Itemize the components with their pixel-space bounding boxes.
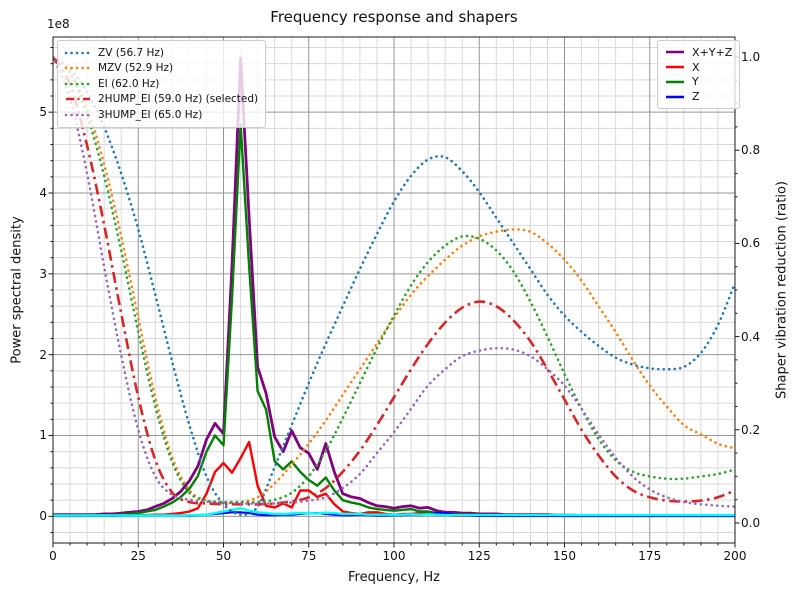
x-tick-label: 200 — [723, 549, 747, 563]
legend-shaper-item: EI (62.0 Hz) — [64, 76, 258, 92]
legend-shaper-item: 3HUMP_EI (65.0 Hz) — [64, 107, 258, 123]
legend-shaper-label: EI (62.0 Hz) — [98, 77, 160, 90]
x-tick-label: 50 — [215, 549, 232, 563]
y-axis-label-right: Shaper vibration reduction (ratio) — [774, 181, 790, 399]
legend-psd-label: X+Y+Z — [692, 45, 733, 59]
legend-shaper-label: MZV (52.9 Hz) — [98, 62, 174, 75]
y-left-tick-label: 3 — [39, 266, 47, 281]
y-axis-label-left: Power spectral density — [9, 216, 25, 364]
shaper-line-2hump_ei — [53, 56, 735, 506]
x-tick-label: 75 — [301, 549, 317, 563]
shaper-line-mzv — [53, 55, 735, 505]
legend-psd-line-sample — [666, 95, 684, 99]
legend-shaper-line-sample — [64, 51, 92, 55]
legend-psd-item: X — [664, 60, 732, 75]
x-axis-label: Frequency, Hz — [347, 570, 441, 585]
x-tick-label: 125 — [467, 549, 491, 563]
y-left-tick-label: 5 — [39, 105, 47, 120]
legend-shaper-line-sample — [66, 97, 90, 101]
y-left-tick-label: 0 — [39, 509, 47, 524]
y-right-tick-label: 0.2 — [741, 422, 761, 437]
legend-shaper-line-sample — [64, 82, 92, 86]
y-right-tick-label: 0.6 — [741, 236, 761, 251]
legend-shapers: ZV (56.7 Hz) MZV (52.9 Hz) EI (62.0 Hz) 2HU… — [57, 40, 267, 128]
x-tick-label: 175 — [638, 549, 662, 563]
plot-area — [48, 36, 740, 548]
legend-psd-line-sample — [666, 51, 684, 54]
x-tick-label: 100 — [382, 549, 406, 563]
x-tick-label: 25 — [130, 549, 146, 563]
y-left-tick-label: 4 — [39, 186, 47, 200]
y-left-tick-label: 2 — [39, 347, 47, 362]
legend-psd-label: Z — [692, 90, 700, 104]
legend-psd-item: Y — [664, 75, 732, 90]
psd-line-after-shaper — [53, 507, 735, 517]
legend-shaper-item: MZV (52.9 Hz) — [64, 61, 258, 77]
legend-shaper-line-sample — [64, 113, 92, 117]
legend-psd-line-sample — [666, 80, 684, 84]
legend-psd-item: X+Y+Z — [664, 45, 732, 60]
shaper-line-3hump_ei — [53, 55, 735, 508]
y-right-tick-label: 0.4 — [741, 329, 761, 344]
x-tick-label: 150 — [553, 549, 576, 563]
legend-shaper-label: 3HUMP_EI (65.0 Hz) — [98, 108, 203, 121]
legend-shaper-label: 2HUMP_EI (59.0 Hz) (selected) — [98, 93, 259, 106]
legend-shaper-item: ZV (56.7 Hz) — [64, 45, 258, 61]
legend-shaper-line-sample — [64, 66, 92, 70]
y-left-tick-label: 1 — [39, 428, 47, 443]
x-tick-label: 0 — [49, 549, 57, 563]
chart-title: Frequency response and shapers — [270, 8, 518, 26]
legend-psd-item: Z — [664, 89, 732, 104]
y-right-tick-label: 0.0 — [741, 515, 761, 530]
legend-axes-psd: X+Y+Z X Y Z — [657, 40, 741, 110]
legend-psd-line-sample — [666, 65, 684, 69]
y-right-tick-label: 1.0 — [741, 50, 761, 65]
y-right-tick-label: 0.8 — [741, 143, 761, 158]
legend-shaper-item: 2HUMP_EI (59.0 Hz) (selected) — [64, 92, 258, 108]
legend-psd-label: Y — [692, 75, 699, 89]
shaper-line-zv — [53, 55, 735, 516]
legend-shaper-label: ZV (56.7 Hz) — [98, 46, 165, 59]
legend-psd-label: X — [692, 60, 700, 74]
y-axis-offset-label: 1e8 — [47, 17, 70, 31]
